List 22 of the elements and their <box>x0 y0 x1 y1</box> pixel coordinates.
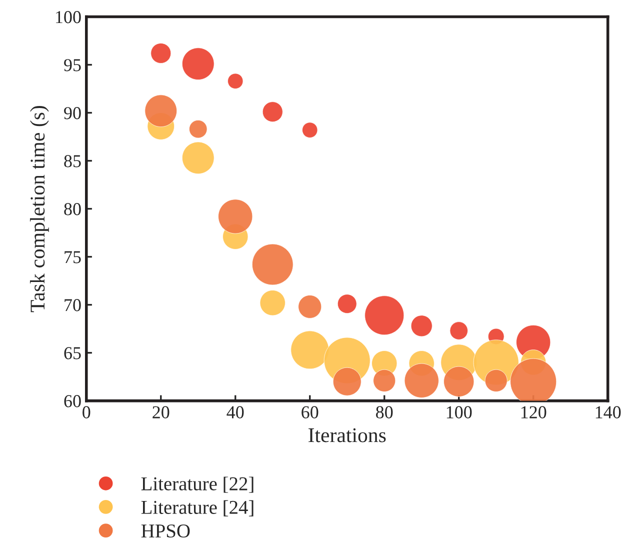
y-tick-label: 90 <box>64 107 81 120</box>
x-tick-label: 100 <box>446 406 472 418</box>
legend-label: Literature [24] <box>141 500 254 516</box>
y-tick-label: 80 <box>64 203 81 216</box>
y-tick-label: 60 <box>64 395 81 408</box>
x-axis-title: Iterations <box>308 428 386 442</box>
y-tick-label: 100 <box>56 11 81 24</box>
legend-label: Literature [22] <box>141 476 254 493</box>
y-axis-title: Task completion time (s) <box>30 106 49 312</box>
x-tick-label: 20 <box>152 406 170 418</box>
x-tick-label: 120 <box>521 406 546 418</box>
y-tick-label: 65 <box>64 347 81 360</box>
y-tick-label: 75 <box>64 251 81 264</box>
y-tick-label: 85 <box>64 155 81 168</box>
y-tick-label: 70 <box>64 299 81 312</box>
x-tick-label: 40 <box>226 406 244 418</box>
y-tick-label: 95 <box>64 59 81 72</box>
x-tick-label: 80 <box>376 406 393 418</box>
x-tick-label: 60 <box>302 406 318 418</box>
x-tick-label: 140 <box>596 406 621 418</box>
x-tick-label: 0 <box>82 406 90 418</box>
legend-label: HPSO <box>141 524 190 538</box>
